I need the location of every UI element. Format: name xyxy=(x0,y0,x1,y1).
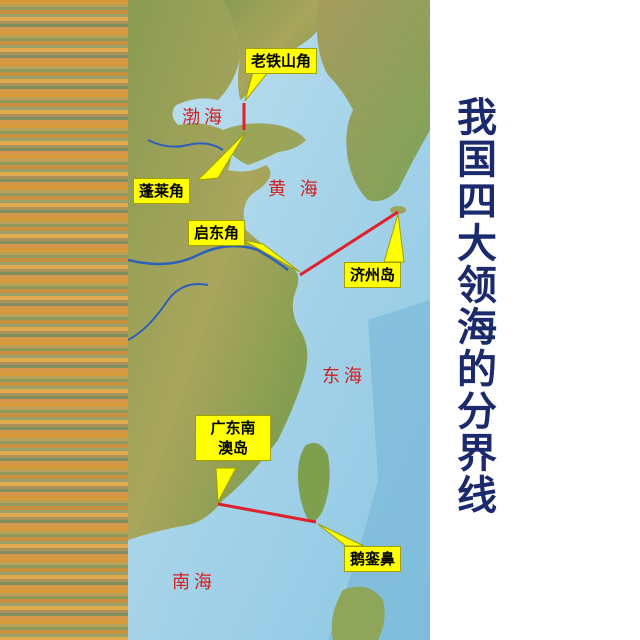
huanghai-label: 黄 海 xyxy=(268,175,322,201)
callout-qidong: 启东角 xyxy=(188,220,245,246)
donghai-label: 东海 xyxy=(322,362,366,388)
callout-jeju: 济州岛 xyxy=(344,262,401,288)
callout-nanao: 广东南 澳岛 xyxy=(195,415,271,461)
nanhai-label: 南海 xyxy=(172,568,216,594)
map-canvas xyxy=(128,0,430,640)
callout-eluanbi: 鹅銮鼻 xyxy=(344,546,401,572)
left-stripe-decoration xyxy=(0,0,128,640)
bohai-label: 渤海 xyxy=(182,103,226,129)
callout-nanao-line2: 澳岛 xyxy=(201,438,265,458)
callout-laotieshan: 老铁山角 xyxy=(245,48,317,74)
page-title: 我国四大领海的分界线 xyxy=(448,96,496,516)
callout-nanao-line1: 广东南 xyxy=(201,418,265,438)
map xyxy=(128,0,430,640)
callout-penglai: 蓬莱角 xyxy=(133,178,190,204)
